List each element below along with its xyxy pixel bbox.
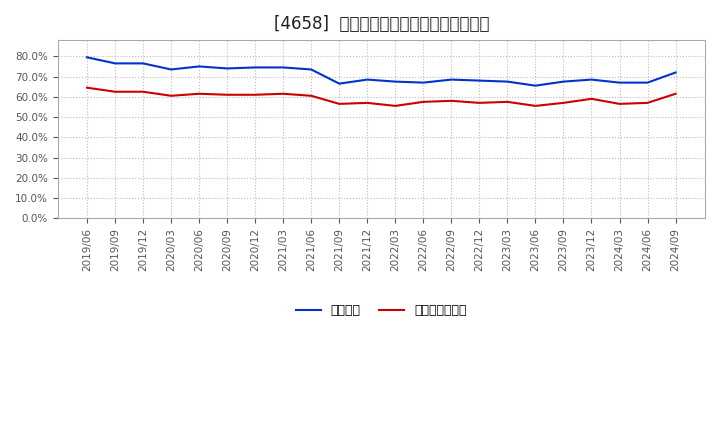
- 固定比率: [447, 77, 456, 82]
- 固定長期適合率: [195, 91, 204, 96]
- 固定比率: [419, 80, 428, 85]
- 固定比率: [111, 61, 120, 66]
- 固定比率: [167, 67, 176, 72]
- Line: 固定長期適合率: 固定長期適合率: [87, 88, 675, 106]
- 固定長期適合率: [503, 99, 512, 104]
- 固定長期適合率: [307, 93, 315, 99]
- 固定長期適合率: [139, 89, 148, 94]
- 固定比率: [643, 80, 652, 85]
- 固定長期適合率: [279, 91, 287, 96]
- 固定比率: [531, 83, 540, 88]
- 固定比率: [195, 64, 204, 69]
- 固定長期適合率: [447, 98, 456, 103]
- 固定比率: [83, 55, 91, 60]
- 固定長期適合率: [251, 92, 259, 97]
- 固定比率: [503, 79, 512, 84]
- 固定比率: [251, 65, 259, 70]
- 固定比率: [671, 70, 680, 75]
- 固定長期適合率: [588, 96, 596, 102]
- Legend: 固定比率, 固定長期適合率: 固定比率, 固定長期適合率: [291, 299, 472, 323]
- 固定長期適合率: [363, 100, 372, 106]
- 固定比率: [615, 80, 624, 85]
- 固定比率: [222, 66, 231, 71]
- 固定長期適合率: [83, 85, 91, 90]
- 固定長期適合率: [335, 101, 343, 106]
- 固定比率: [475, 78, 484, 83]
- 固定比率: [335, 81, 343, 86]
- Line: 固定比率: 固定比率: [87, 57, 675, 86]
- 固定長期適合率: [391, 103, 400, 109]
- Title: [4658]  固定比率、固定長期適合率の推移: [4658] 固定比率、固定長期適合率の推移: [274, 15, 489, 33]
- 固定長期適合率: [643, 100, 652, 106]
- 固定長期適合率: [222, 92, 231, 97]
- 固定比率: [139, 61, 148, 66]
- 固定長期適合率: [475, 100, 484, 106]
- 固定長期適合率: [419, 99, 428, 104]
- 固定比率: [559, 79, 568, 84]
- 固定長期適合率: [111, 89, 120, 94]
- 固定長期適合率: [559, 100, 568, 106]
- 固定長期適合率: [615, 101, 624, 106]
- 固定比率: [279, 65, 287, 70]
- 固定長期適合率: [531, 103, 540, 109]
- 固定長期適合率: [167, 93, 176, 99]
- 固定比率: [588, 77, 596, 82]
- 固定長期適合率: [671, 91, 680, 96]
- 固定比率: [307, 67, 315, 72]
- 固定比率: [363, 77, 372, 82]
- 固定比率: [391, 79, 400, 84]
